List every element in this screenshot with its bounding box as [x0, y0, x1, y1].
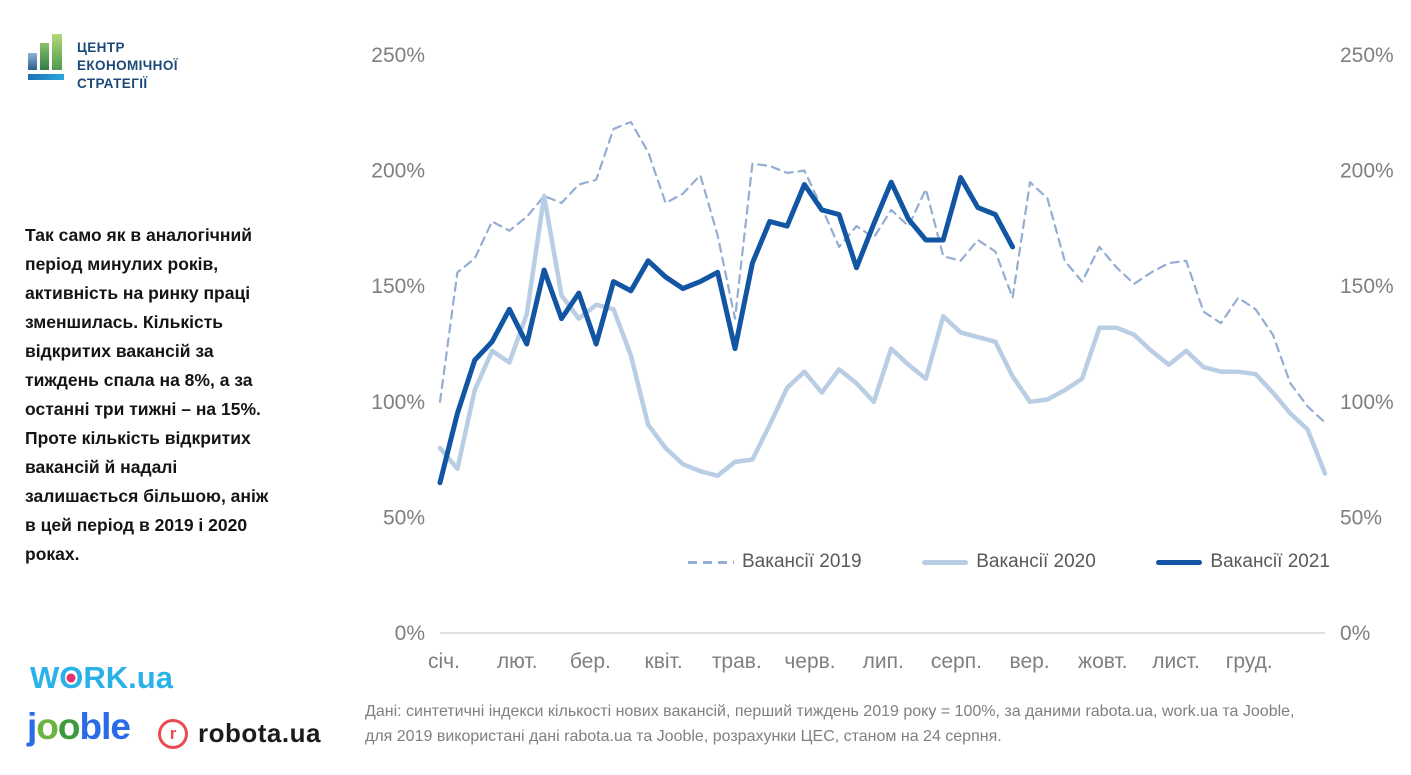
y-axis-left-label: 100%	[371, 391, 425, 414]
legend-item-2019: Вакансії 2019	[688, 551, 862, 573]
x-axis-month-label: лип.	[863, 650, 904, 673]
y-axis-right-label: 150%	[1340, 275, 1394, 298]
x-axis-month-label: серп.	[931, 650, 982, 673]
x-axis-month-label: лист.	[1152, 650, 1200, 673]
x-axis-month-label: трав.	[712, 650, 762, 673]
y-axis-right-label: 100%	[1340, 391, 1394, 414]
x-axis-month-label: жовт.	[1078, 650, 1128, 673]
legend-swatch-2019	[688, 560, 734, 564]
robota-logo-text: robota.ua	[198, 718, 321, 748]
ces-bar-1	[28, 53, 37, 70]
y-axis-right-label: 250%	[1340, 44, 1394, 67]
ces-logo-text: ЦЕНТР ЕКОНОМІЧНОЇ СТРАТЕГІЇ	[77, 40, 178, 91]
ces-bar-base	[28, 74, 64, 80]
series-line-Вакансії-2021	[437, 175, 1016, 486]
legend-swatch-2020	[922, 559, 969, 565]
logo-letter: W	[30, 660, 60, 695]
ces-logo: ЦЕНТР ЕКОНОМІЧНОЇ СТРАТЕГІЇ	[28, 34, 178, 93]
y-axis-right-label: 200%	[1340, 160, 1394, 183]
ces-bar-3	[52, 34, 62, 70]
x-axis-month-label: бер.	[570, 650, 611, 673]
legend-item-2021: Вакансії 2021	[1156, 551, 1330, 573]
x-axis-month-label: черв.	[784, 650, 835, 673]
y-axis-left-label: 250%	[371, 44, 425, 67]
x-axis-month-label: вер.	[1010, 650, 1050, 673]
y-axis-right-label: 0%	[1340, 622, 1370, 645]
x-axis-month-label: лют.	[497, 650, 538, 673]
logo-letter: j	[27, 706, 37, 747]
legend-label-2020: Вакансії 2020	[976, 551, 1096, 572]
logo-letter: .ua	[128, 660, 173, 695]
logo-letter: O	[59, 660, 84, 695]
robota-r-badge-icon: r	[158, 718, 188, 749]
work-ua-logo: WORK.ua	[30, 660, 173, 696]
data-source-footnote: Дані: синтетичні індекси кількості нових…	[365, 703, 1295, 745]
series-line-Вакансії-2019	[438, 120, 1327, 424]
x-axis-month-label: січ.	[428, 650, 460, 673]
ces-bar-chart-icon	[28, 34, 68, 80]
robota-ua-logo: r robota.ua	[158, 718, 321, 749]
y-axis-right-label: 50%	[1340, 506, 1382, 529]
x-axis-month-label: квіт.	[645, 650, 683, 673]
y-axis-left-label: 150%	[371, 275, 425, 298]
ces-bar-2	[40, 43, 49, 70]
y-axis-left-label: 0%	[395, 622, 425, 645]
legend-swatch-2021	[1156, 559, 1203, 565]
x-axis-month-label: груд.	[1226, 650, 1273, 673]
logo-letter: RK	[83, 660, 129, 695]
logo-letter: ble	[79, 706, 131, 747]
legend-item-2020: Вакансії 2020	[922, 551, 1096, 573]
legend-label-2021: Вакансії 2021	[1210, 551, 1330, 572]
chart-legend: Вакансії 2019 Вакансії 2020 Вакансії 202…	[688, 551, 1330, 573]
y-axis-left-label: 50%	[383, 506, 425, 529]
logo-letter: o	[57, 706, 81, 747]
jooble-logo: jooble	[27, 706, 131, 748]
commentary-text: Так само як в аналогічний період минулих…	[25, 225, 269, 564]
y-axis-left-label: 200%	[371, 160, 425, 183]
series-line-Вакансії-2020	[437, 193, 1328, 479]
legend-label-2019: Вакансії 2019	[742, 551, 862, 572]
logo-letter: o	[36, 706, 59, 747]
